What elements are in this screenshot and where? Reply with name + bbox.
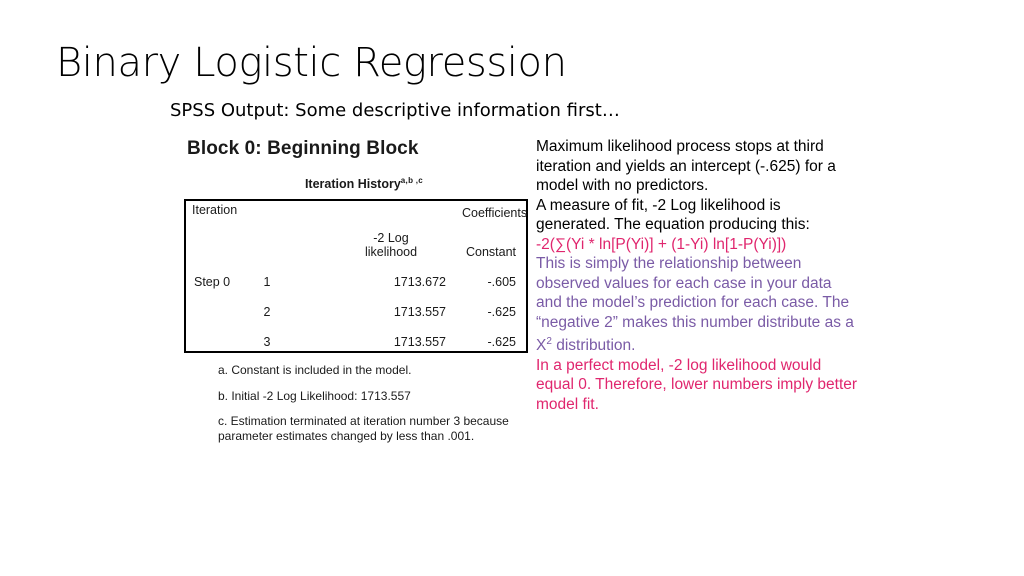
- column-header-coefficients: Coefficients: [462, 206, 528, 221]
- cell-constant: -.605: [487, 275, 517, 290]
- table-header-row-1: Iteration -2 Log likelihood Coefficients: [185, 200, 528, 259]
- cell-log-likelihood: 1713.672: [393, 275, 446, 290]
- log-likelihood-line-2: likelihood: [364, 245, 418, 260]
- row-label-cell: 2: [185, 291, 326, 321]
- column-header-log-likelihood: -2 Log likelihood: [326, 200, 456, 261]
- chi-square-superscript: 2: [546, 336, 552, 347]
- commentary-paragraph-3-text: This is simply the relationship between …: [536, 255, 854, 355]
- commentary-paragraph-1: Maximum likelihood process stops at thir…: [536, 138, 836, 194]
- cell-log-likelihood: 1713.557: [393, 335, 446, 350]
- commentary-paragraph-3-tail: distribution.: [551, 337, 636, 355]
- footnote-c: c. Estimation terminated at iteration nu…: [218, 414, 509, 443]
- block-heading: Block 0: Beginning Block: [187, 138, 419, 159]
- table-row: Step 0 1 1713.672 -.605: [185, 261, 527, 291]
- table-caption-text: Iteration History: [304, 177, 401, 192]
- column-header-constant: Constant: [465, 245, 517, 260]
- cell-log-likelihood: 1713.557: [393, 305, 446, 320]
- table-footnotes: a. Constant is included in the model. b.…: [184, 363, 534, 443]
- commentary-paragraph-3: This is simply the relationship between …: [536, 254, 858, 356]
- table-caption: Iteration Historya,b ,c: [184, 176, 534, 191]
- slide-subtitle: SPSS Output: Some descriptive informatio…: [170, 100, 620, 121]
- commentary-paragraph-4: In a perfect model, -2 log likelihood wo…: [536, 356, 858, 413]
- iteration-number: 2: [263, 305, 271, 320]
- page-title: Binary Logistic Regression: [56, 40, 567, 86]
- table-row: 2 1713.557 -.625: [185, 291, 527, 321]
- row-label-cell: 3: [185, 321, 326, 352]
- iteration-history-table: Iteration -2 Log likelihood Coefficients…: [184, 199, 528, 354]
- table-caption-superscript: a,b ,c: [400, 176, 424, 185]
- footnote-a: a. Constant is included in the model.: [218, 363, 412, 378]
- cell-constant: -.625: [487, 305, 517, 320]
- row-label-cell: Step 0 1: [185, 261, 326, 291]
- log-likelihood-formula: -2(∑(Yi * ln[P(Yi)] + (1-Yi) ln[1-P(Yi)]…: [536, 235, 787, 253]
- commentary-region: Maximum likelihood process stops at thir…: [536, 137, 858, 414]
- table-header-row-2: Constant: [185, 225, 527, 261]
- iteration-number: 3: [263, 335, 271, 350]
- footnote-b: b. Initial -2 Log Likelihood: 1713.557: [218, 388, 411, 403]
- spss-output-region: Block 0: Beginning Block Iteration Histo…: [184, 138, 534, 443]
- commentary-paragraph-2: A measure of fit, -2 Log likelihood is g…: [536, 196, 810, 234]
- step-label: Step 0: [194, 275, 231, 290]
- cell-constant: -.625: [487, 335, 517, 350]
- table-row: 3 1713.557 -.625: [185, 321, 527, 352]
- column-header-iteration: Iteration: [192, 203, 238, 218]
- log-likelihood-line-1: -2 Log: [373, 231, 409, 246]
- iteration-number: 1: [263, 275, 271, 290]
